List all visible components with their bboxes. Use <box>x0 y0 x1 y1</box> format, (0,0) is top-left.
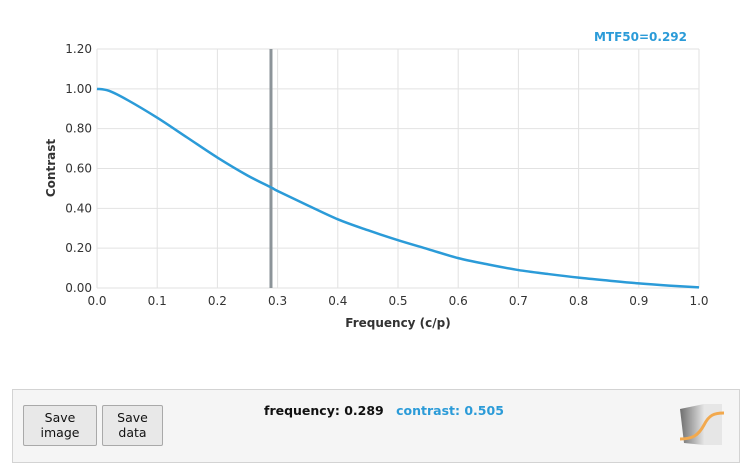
save-data-label-line2: data <box>118 425 147 440</box>
mtf50-label: MTF50=0.292 <box>594 30 687 44</box>
cursor-readout: frequency: 0.289 contrast: 0.505 <box>264 403 504 418</box>
contrast-readout: contrast: 0.505 <box>396 403 504 418</box>
y-tick-labels: 0.00 0.20 0.40 0.60 0.80 1.00 1.20 <box>65 42 92 295</box>
x-tick-label: 0.0 <box>87 294 106 308</box>
x-tick-label: 0.1 <box>148 294 167 308</box>
control-panel: Save image Save data frequency: 0.289 co… <box>12 389 740 463</box>
x-tick-labels: 0.0 0.1 0.2 0.3 0.4 0.5 0.6 0.7 0.8 0.9 1.0 <box>87 294 708 308</box>
x-tick-label: 0.7 <box>509 294 528 308</box>
save-data-button[interactable]: Save data <box>102 405 163 446</box>
save-image-label-line2: image <box>40 425 80 440</box>
mtf-curve-line <box>96 87 700 289</box>
mtf-curve-logo-icon <box>679 404 725 445</box>
x-tick-label: 0.6 <box>449 294 468 308</box>
x-tick-label: 0.4 <box>328 294 347 308</box>
y-axis-title: Contrast <box>44 139 58 197</box>
mtf-chart[interactable]: 0.000.200.400.600.801.001.20 0.0 0.1 0.2 0.… <box>0 0 750 385</box>
frequency-readout: frequency: 0.289 <box>264 403 384 418</box>
x-tick-label: 0.3 <box>268 294 287 308</box>
save-image-label-line1: Save <box>44 410 76 425</box>
y-tick-label: 1.00 <box>65 82 92 96</box>
chart-grid <box>96 48 700 289</box>
x-tick-label: 1.0 <box>689 294 708 308</box>
y-tick-label: 0.20 <box>65 241 92 255</box>
save-data-label-line1: Save <box>117 410 148 425</box>
x-tick-label: 0.9 <box>629 294 648 308</box>
y-tick-label: 1.20 <box>65 42 92 56</box>
x-axis-title: Frequency (c/p) <box>345 316 450 330</box>
x-tick-label: 0.2 <box>208 294 227 308</box>
x-tick-label: 0.8 <box>569 294 588 308</box>
save-image-button[interactable]: Save image <box>23 405 97 446</box>
y-tick-label: 0.40 <box>65 201 92 215</box>
y-tick-label: 0.80 <box>65 122 92 136</box>
y-tick-label: 0.60 <box>65 162 92 176</box>
y-tick-label: 0.00 <box>65 281 92 295</box>
x-tick-label: 0.5 <box>388 294 407 308</box>
